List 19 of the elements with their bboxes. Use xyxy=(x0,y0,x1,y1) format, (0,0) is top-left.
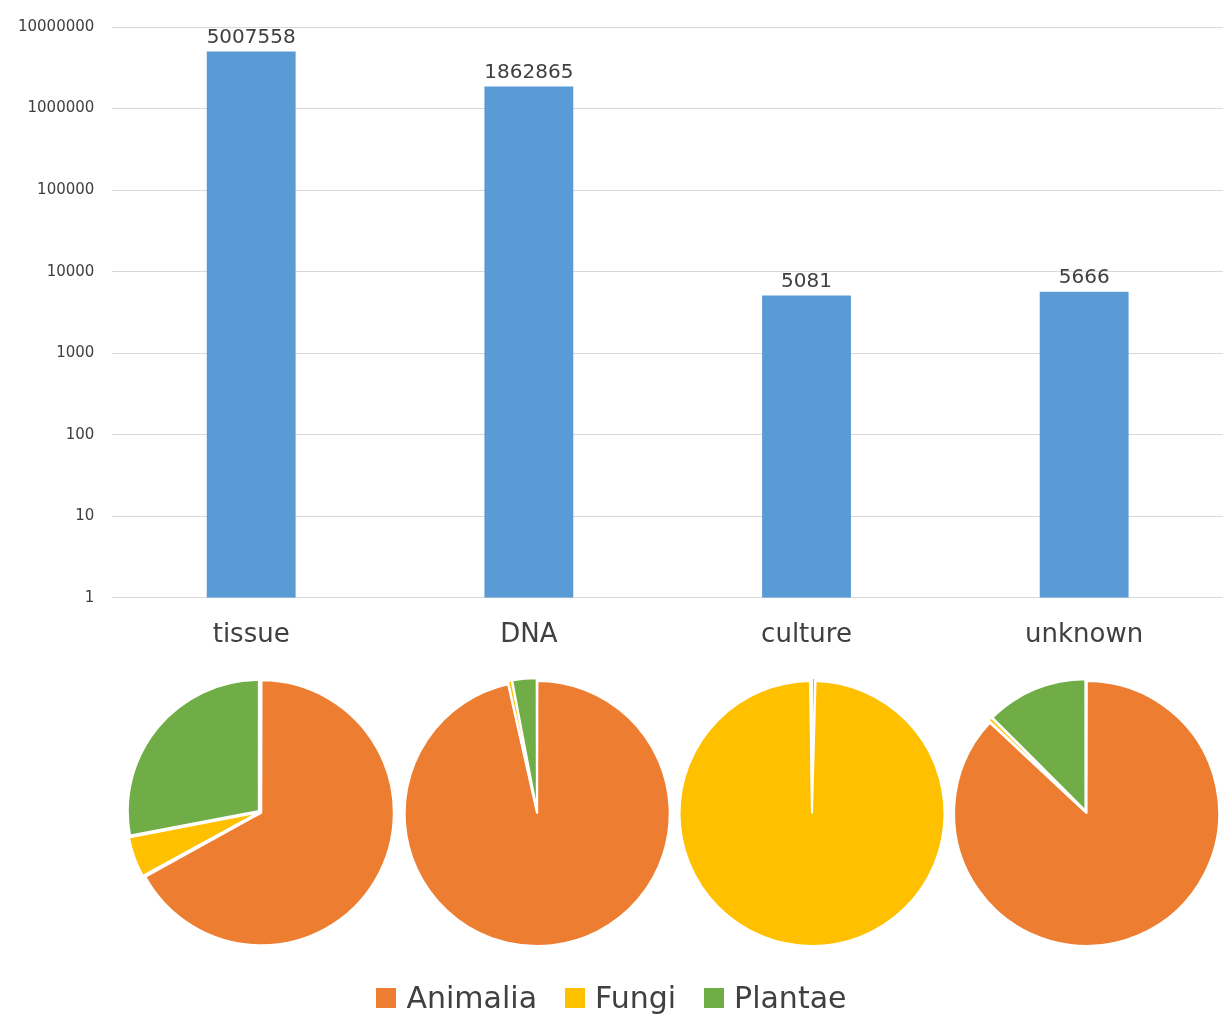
x-tick-label: culture xyxy=(761,618,852,649)
x-tick-label: tissue xyxy=(212,618,290,649)
data-label: 5081 xyxy=(781,267,832,292)
legend-label: Plantae xyxy=(734,980,847,1015)
data-label: 5666 xyxy=(1058,263,1110,288)
x-tick-label: DNA xyxy=(500,618,558,649)
y-tick-label: 10000000 xyxy=(17,16,95,35)
y-tick-label: 1 xyxy=(84,587,95,606)
y-tick-label: 100000 xyxy=(37,179,95,198)
y-tick-label: 1000000 xyxy=(27,98,95,117)
data-label: 5007558 xyxy=(206,23,296,48)
y-tick-label: 10 xyxy=(75,506,95,525)
y-tick-label: 1000 xyxy=(56,343,95,362)
y-tick-label: 100 xyxy=(65,424,95,443)
legend-label: Fungi xyxy=(595,980,677,1015)
y-tick-label: 10000 xyxy=(46,261,95,280)
x-tick-label: unknown xyxy=(1025,618,1144,649)
data-label: 1862865 xyxy=(484,58,574,83)
legend-label: Animalia xyxy=(406,980,538,1015)
